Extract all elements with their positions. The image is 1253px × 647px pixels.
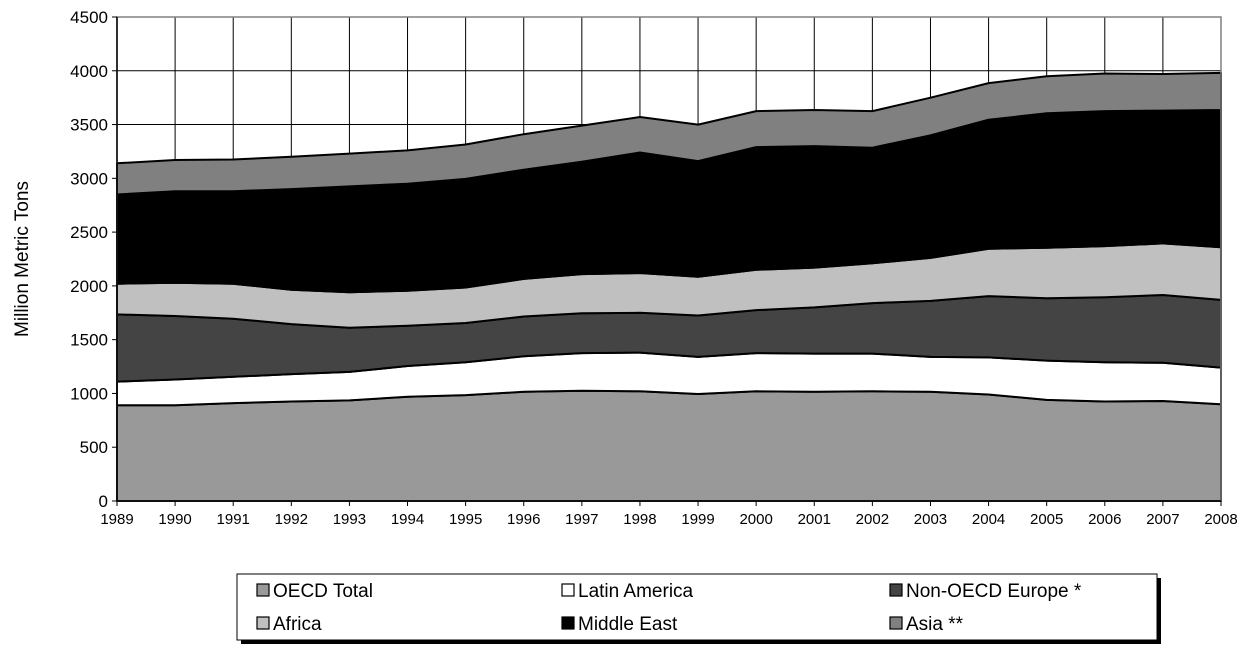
legend-swatch [889, 583, 903, 597]
x-tick-label: 1990 [158, 511, 191, 528]
x-tick-label: 1997 [565, 511, 598, 528]
legend-swatch [256, 616, 270, 630]
y-tick-label: 2500 [70, 223, 108, 242]
series-areas [116, 71, 1222, 502]
x-tick-label: 1989 [100, 511, 133, 528]
legend-label: Latin America [578, 581, 694, 602]
axes: 0 500 1000 1500 2000 2500 3000 3500 4000 4500 1989… [70, 8, 1238, 528]
x-tick-label: 1991 [217, 511, 250, 528]
legend-swatch [256, 583, 270, 597]
x-tick-label: 2005 [1030, 511, 1063, 528]
x-tick-label: 2002 [856, 511, 889, 528]
x-tick-label: 1994 [391, 511, 424, 528]
y-tick-label: 4000 [70, 62, 108, 81]
y-tick-label: 1000 [70, 384, 108, 403]
legend-label: Asia ** [906, 614, 964, 635]
x-tick-label: 1993 [333, 511, 366, 528]
legend-label: OECD Total [273, 581, 373, 602]
y-axis-title: Million Metric Tons [12, 181, 33, 337]
legend-swatch [889, 616, 903, 630]
x-tick-label: 2006 [1088, 511, 1121, 528]
x-tick-label: 1992 [275, 511, 308, 528]
area-oecd-total [116, 389, 1222, 502]
y-tick-label: 500 [80, 438, 108, 457]
x-tick-label: 2003 [914, 511, 947, 528]
y-tick-label: 1500 [70, 331, 108, 350]
x-tick-label: 1996 [507, 511, 540, 528]
legend-label: Africa [273, 614, 322, 635]
x-tick-label: 1995 [449, 511, 482, 528]
x-tick-label: 1999 [681, 511, 714, 528]
x-tick-label: 1998 [623, 511, 656, 528]
legend-label: Middle East [578, 614, 678, 635]
x-tick-label: 2007 [1146, 511, 1179, 528]
y-tick-label: 3000 [70, 169, 108, 188]
legend-label: Non-OECD Europe * [906, 581, 1082, 602]
x-tick-label: 2008 [1204, 511, 1237, 528]
legend-swatch [561, 616, 575, 630]
legend: OECD Total Latin America Non-OECD Europe *… [236, 573, 1161, 644]
legend-box [236, 573, 1158, 641]
x-tick-label: 2000 [739, 511, 772, 528]
y-tick-label: 0 [99, 492, 108, 511]
y-tick-label: 2000 [70, 277, 108, 296]
y-tick-label: 3500 [70, 116, 108, 135]
y-tick-label: 4500 [70, 8, 108, 27]
legend-swatch [561, 583, 575, 597]
x-tick-label: 2004 [972, 511, 1005, 528]
x-tick-label: 2001 [798, 511, 831, 528]
